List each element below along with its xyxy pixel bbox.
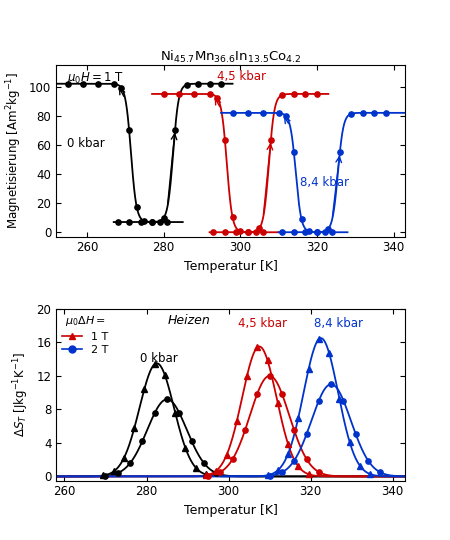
Text: 8,4 kbar: 8,4 kbar	[314, 318, 363, 330]
Legend: 1 T, 2 T: 1 T, 2 T	[62, 314, 108, 355]
Text: 4,5 kbar: 4,5 kbar	[238, 318, 287, 330]
Text: 0 kbar: 0 kbar	[140, 352, 178, 365]
Text: $\mu_0H = 1$ T: $\mu_0H = 1$ T	[67, 70, 124, 86]
Text: Heizen: Heizen	[167, 314, 210, 327]
Text: 8,4 kbar: 8,4 kbar	[301, 177, 349, 190]
X-axis label: Temperatur [K]: Temperatur [K]	[184, 260, 278, 273]
Title: Ni$_{45.7}$Mn$_{36.6}$In$_{13.5}$Co$_{4.2}$: Ni$_{45.7}$Mn$_{36.6}$In$_{13.5}$Co$_{4.…	[160, 49, 301, 65]
X-axis label: Temperatur [K]: Temperatur [K]	[184, 504, 278, 517]
Y-axis label: $\Delta S_T$ [Jkg$^{-1}$K$^{-1}$]: $\Delta S_T$ [Jkg$^{-1}$K$^{-1}$]	[11, 352, 31, 437]
Y-axis label: Magnetisierung [Am$^2$kg$^{-1}$]: Magnetisierung [Am$^2$kg$^{-1}$]	[4, 72, 23, 230]
Text: 4,5 kbar: 4,5 kbar	[217, 70, 266, 83]
Text: 0 kbar: 0 kbar	[67, 137, 104, 150]
